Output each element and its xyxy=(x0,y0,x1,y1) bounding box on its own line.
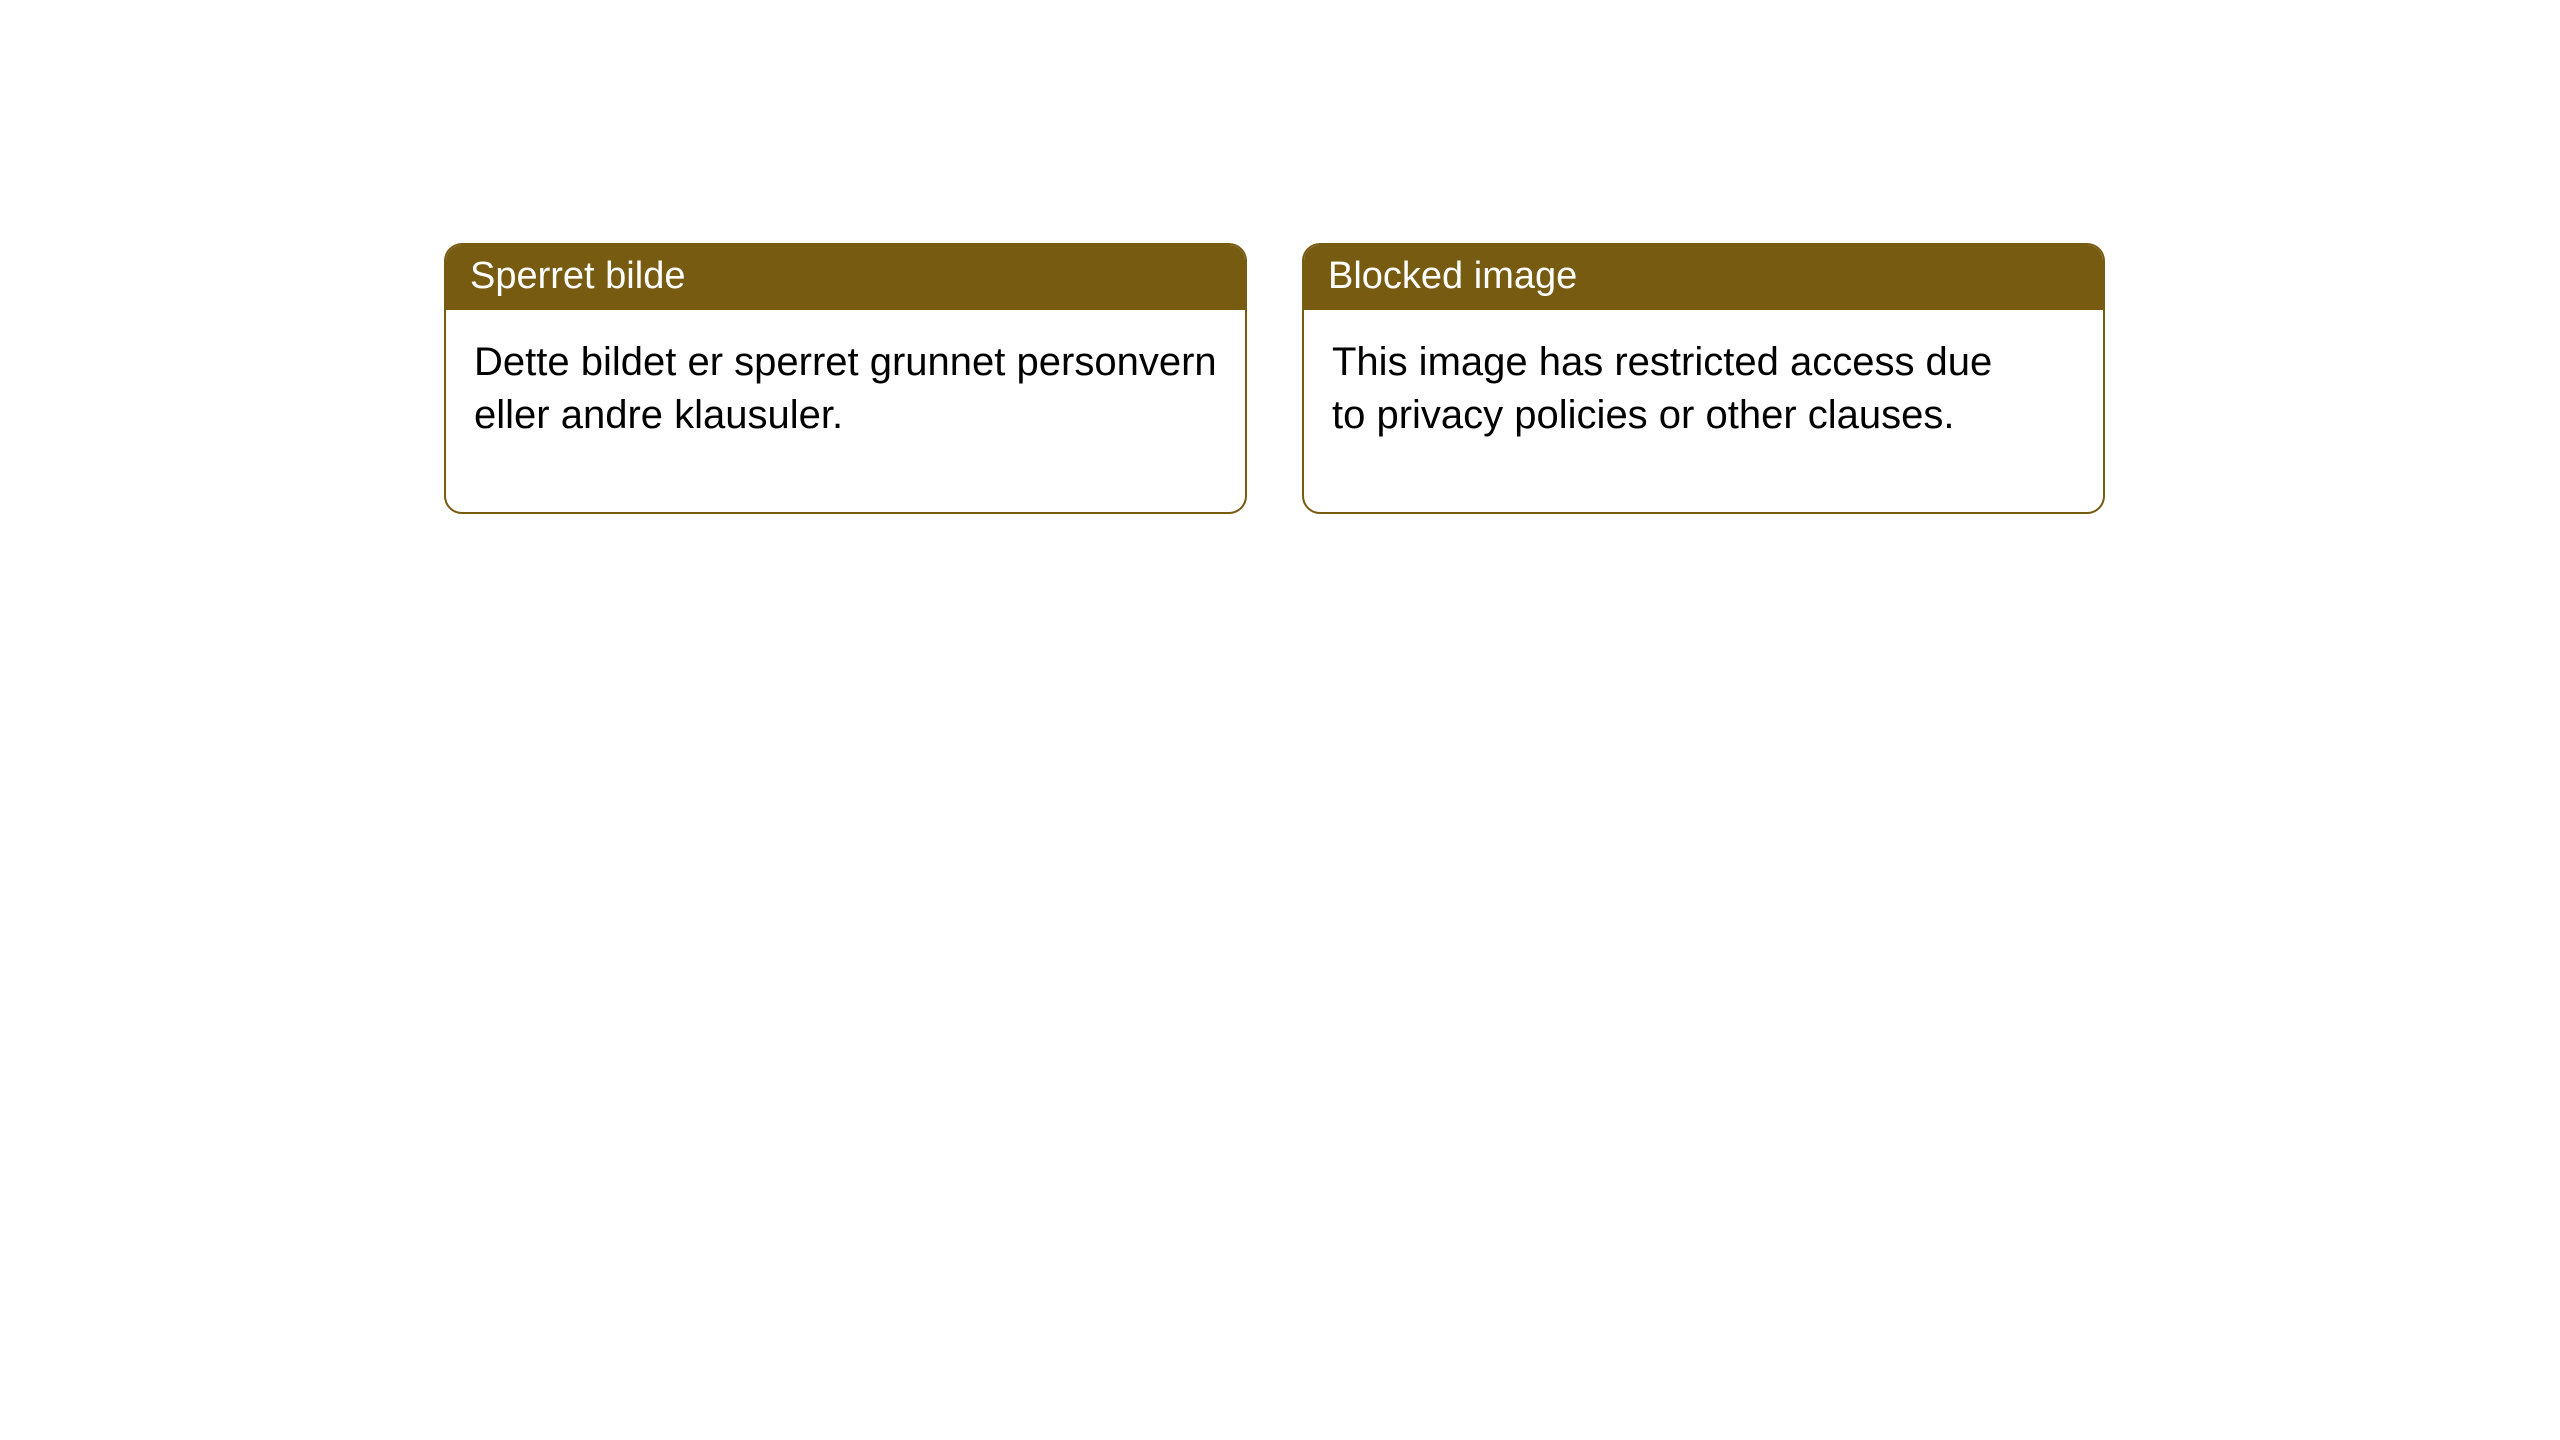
notice-box-english: Blocked image This image has restricted … xyxy=(1302,243,2105,514)
notice-header-english: Blocked image xyxy=(1304,245,2103,310)
notice-text-norwegian: Dette bildet er sperret grunnet personve… xyxy=(474,340,1217,437)
notice-body-norwegian: Dette bildet er sperret grunnet personve… xyxy=(446,310,1245,512)
notice-container: Sperret bilde Dette bildet er sperret gr… xyxy=(444,243,2105,514)
notice-body-english: This image has restricted access due to … xyxy=(1304,310,2103,512)
notice-text-english: This image has restricted access due to … xyxy=(1332,340,1992,437)
notice-box-norwegian: Sperret bilde Dette bildet er sperret gr… xyxy=(444,243,1247,514)
notice-title-english: Blocked image xyxy=(1328,255,1577,297)
notice-header-norwegian: Sperret bilde xyxy=(446,245,1245,310)
notice-title-norwegian: Sperret bilde xyxy=(470,255,685,297)
